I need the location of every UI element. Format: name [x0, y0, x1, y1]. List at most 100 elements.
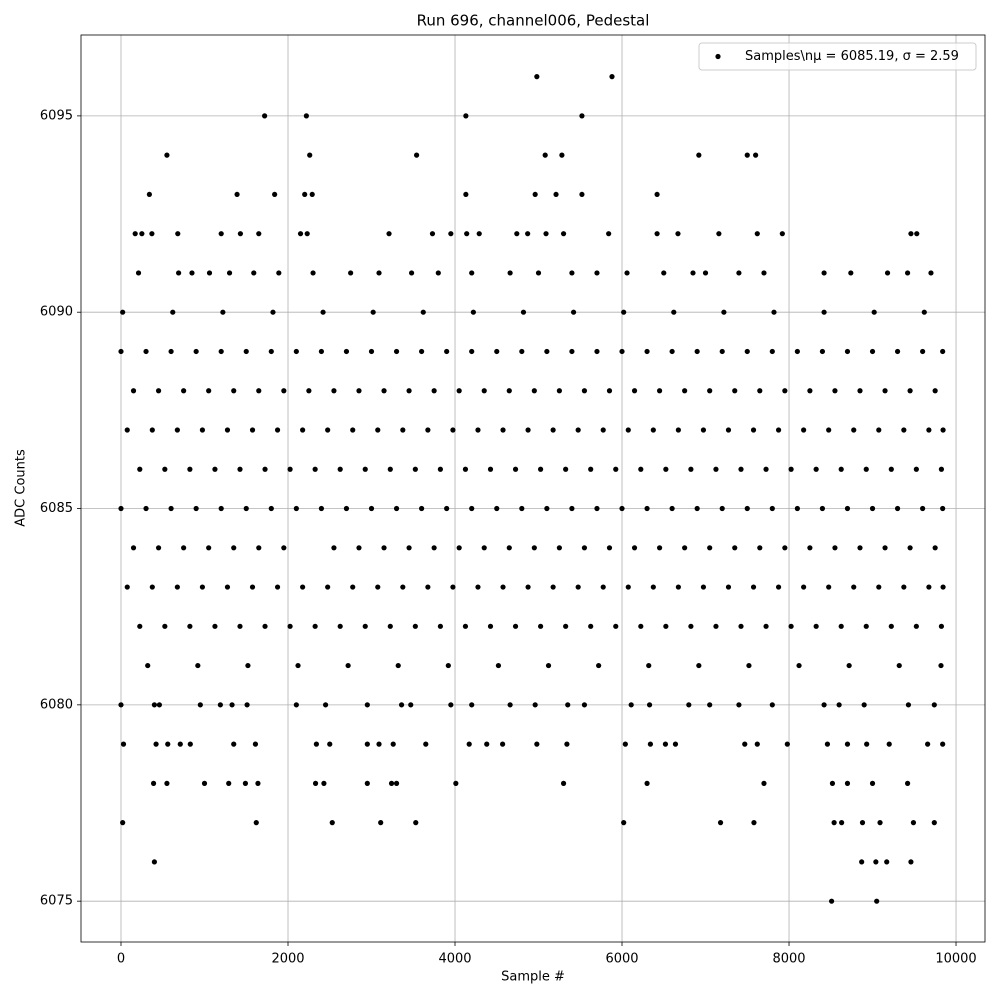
point [231, 545, 237, 551]
point [732, 545, 738, 551]
point [281, 545, 287, 551]
point [168, 348, 174, 355]
point [671, 309, 677, 315]
point [413, 152, 420, 158]
point [253, 820, 259, 826]
point [848, 270, 854, 276]
point [212, 466, 218, 472]
point [162, 466, 168, 472]
point [448, 702, 454, 708]
point [350, 427, 356, 433]
point [466, 741, 472, 747]
point [928, 270, 934, 276]
point [925, 741, 931, 747]
point [877, 820, 883, 826]
point [864, 741, 870, 747]
point [784, 741, 790, 747]
point [544, 348, 550, 355]
point [694, 505, 700, 512]
point [769, 505, 775, 512]
point [218, 231, 224, 237]
point [914, 231, 920, 237]
point [165, 741, 171, 747]
point [757, 388, 763, 394]
point [761, 270, 767, 276]
point [419, 348, 425, 355]
point [229, 702, 235, 708]
point [322, 702, 329, 708]
point [775, 584, 782, 590]
point [132, 231, 138, 237]
point [506, 388, 512, 394]
point [829, 898, 835, 904]
point [832, 388, 838, 394]
point [199, 584, 206, 590]
point [375, 427, 381, 433]
point [343, 505, 350, 512]
point [193, 505, 199, 512]
point [600, 427, 606, 433]
point [844, 348, 851, 355]
point [873, 859, 879, 865]
point [650, 427, 656, 433]
point [556, 388, 562, 394]
point [519, 505, 525, 512]
point [425, 427, 431, 433]
point [736, 270, 742, 276]
point [272, 191, 278, 198]
y-tick-label: 6075 [40, 894, 73, 909]
point [419, 505, 425, 512]
point [437, 466, 443, 472]
point [276, 270, 282, 276]
point [220, 309, 226, 315]
point [507, 702, 513, 708]
point [744, 348, 750, 355]
point [631, 545, 638, 551]
x-tick-label: 2000 [271, 952, 304, 967]
point [838, 623, 844, 629]
x-tick-label: 0 [117, 952, 125, 967]
point [863, 623, 869, 629]
point [702, 270, 709, 276]
point [638, 623, 644, 629]
point [581, 388, 588, 394]
point [118, 702, 124, 708]
point [926, 427, 932, 433]
point [894, 348, 901, 355]
point [609, 74, 615, 80]
point [197, 702, 203, 708]
point [525, 427, 531, 433]
point [393, 505, 400, 512]
point [931, 702, 937, 708]
point [387, 623, 393, 629]
point [450, 427, 456, 433]
point [832, 545, 838, 551]
point [224, 427, 231, 433]
point [193, 348, 199, 355]
point [325, 427, 331, 433]
point [137, 466, 143, 472]
point [564, 741, 570, 747]
point [297, 231, 304, 237]
point [462, 623, 469, 629]
point [187, 623, 193, 629]
point [412, 623, 418, 629]
point [894, 505, 901, 512]
legend-box [698, 42, 977, 71]
point [376, 270, 382, 276]
point [869, 780, 876, 786]
point [696, 152, 702, 158]
point [888, 466, 894, 472]
point [579, 191, 585, 198]
point [888, 623, 894, 629]
point [500, 584, 506, 590]
point [381, 545, 387, 551]
point [707, 388, 713, 394]
x-tick-label: 8000 [772, 952, 805, 967]
point [763, 623, 769, 629]
point [824, 741, 831, 747]
point [904, 780, 911, 786]
point [406, 545, 412, 551]
point [575, 584, 581, 590]
